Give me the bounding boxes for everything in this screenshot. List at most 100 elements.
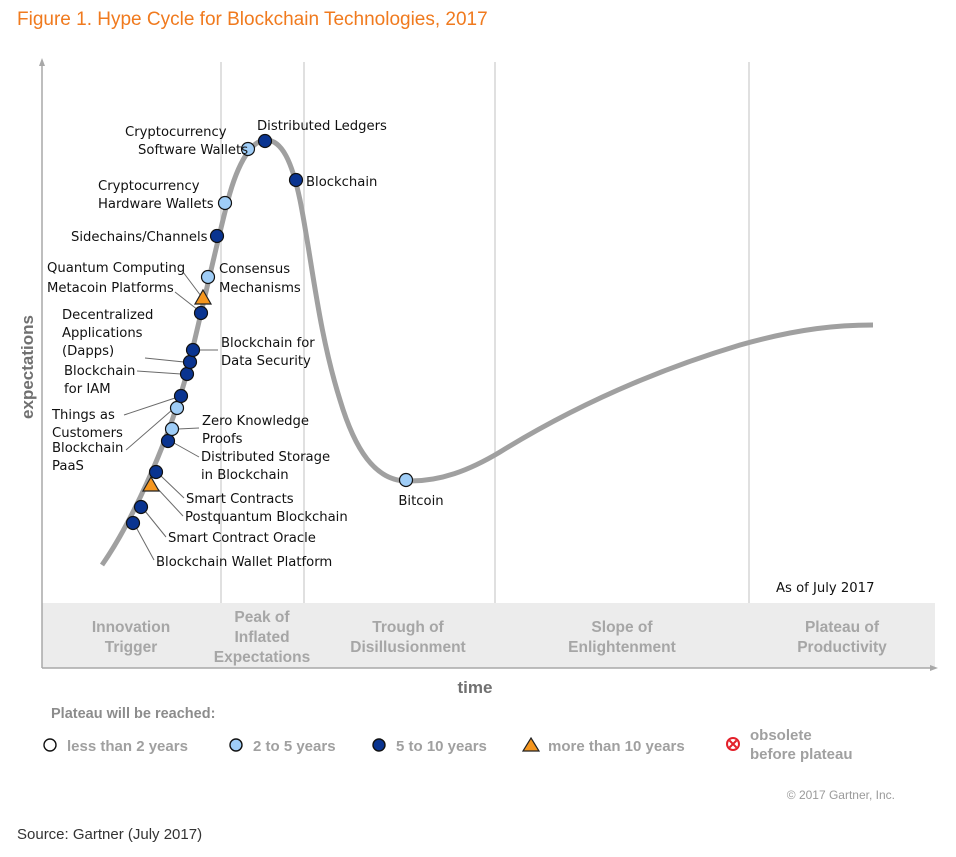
point-label-blockchain-for-iam: Blockchain (64, 364, 135, 379)
point-marker-sidechains-channels (209, 228, 225, 244)
hype-curve (99, 137, 874, 567)
legend-item-5-to-10-years: 5 to 10 years (372, 738, 487, 755)
point-label-distributed-storage-in-blockchain: Distributed Storage (201, 450, 330, 465)
leader-line-smart-contract-oracle (144, 510, 167, 538)
source-note: Source: Gartner (July 2017) (17, 826, 203, 843)
point-marker-cryptocurrency-software-wallets (240, 141, 256, 157)
x-axis-label: time (458, 678, 493, 697)
leader-line-decentralized-applications-dapps (144, 357, 185, 363)
phase-label-trough-of-disillusionment: Trough of (372, 619, 444, 636)
point-marker-metacoin-platforms (193, 305, 209, 321)
point-marker-bitcoin (398, 472, 414, 488)
y-axis-label: expectations (18, 315, 37, 419)
phase-label-innovation-trigger: Trigger (105, 639, 158, 656)
phase-label-innovation-trigger: Innovation (92, 619, 170, 636)
leader-line-zero-knowledge-proofs (177, 427, 200, 430)
point-label-consensus-mechanisms: Mechanisms (219, 281, 301, 296)
point-label-zero-knowledge-proofs: Proofs (202, 432, 243, 447)
triangle-orange-icon (521, 736, 541, 752)
point-marker-blockchain-for-data-security (185, 342, 201, 358)
legend-title: Plateau will be reached: (51, 706, 215, 722)
point-label-metacoin-platforms: Metacoin Platforms (47, 281, 174, 296)
phase-label-peak-of-inflated-expectations: Peak of (234, 609, 290, 626)
legend-label: more than 10 years (548, 738, 685, 755)
leader-line-blockchain-for-iam (136, 370, 182, 375)
point-label-consensus-mechanisms: Consensus (219, 262, 290, 277)
phase-label-slope-of-enlightenment: Enlightenment (568, 639, 676, 656)
as-of-label: As of July 2017 (776, 581, 874, 596)
point-marker-blockchain-for-iam (179, 366, 195, 382)
point-label-smart-contracts: Smart Contracts (186, 492, 294, 507)
point-marker-consensus-mechanisms (200, 269, 216, 285)
leader-line-quantum-computing (182, 271, 202, 297)
y-axis-arrow (39, 58, 45, 66)
phase-label-trough-of-disillusionment: Disillusionment (350, 639, 465, 656)
point-marker-things-as-customers (173, 388, 189, 404)
point-label-zero-knowledge-proofs: Zero Knowledge (202, 414, 309, 429)
point-label-blockchain-wallet-platform: Blockchain Wallet Platform (156, 555, 332, 570)
point-labels: Blockchain Wallet Platform Smart Contract… (47, 119, 444, 570)
point-label-postquantum-blockchain: Postquantum Blockchain (185, 510, 348, 525)
point-label-decentralized-applications-dapps: (Dapps) (62, 344, 114, 359)
point-marker-smart-contracts (148, 464, 164, 480)
x-axis-arrow (930, 665, 938, 671)
legend-label: less than 2 years (67, 738, 188, 755)
phase-labels: Innovation Trigger Peak of Inflated Expectat… (92, 609, 887, 666)
point-marker-cryptocurrency-hardware-wallets (217, 195, 233, 211)
point-label-cryptocurrency-software-wallets: Cryptocurrency (125, 125, 227, 140)
legend-item-2-to-5-years: 2 to 5 years (229, 738, 336, 755)
leader-line-metacoin-platforms (174, 291, 199, 311)
circle-white-icon (43, 738, 57, 752)
circle-light-blue-icon (229, 738, 243, 752)
point-label-decentralized-applications-dapps: Decentralized (62, 308, 153, 323)
data-points (125, 133, 414, 531)
phase-label-peak-of-inflated-expectations: Expectations (214, 649, 310, 666)
point-marker-decentralized-applications-dapps (182, 354, 198, 370)
phase-label-peak-of-inflated-expectations: Inflated (234, 629, 289, 646)
figure-title: Figure 1. Hype Cycle for Blockchain Tech… (17, 9, 488, 30)
point-label-decentralized-applications-dapps: Applications (62, 326, 143, 341)
phase-label-plateau-of-productivity: Productivity (797, 639, 887, 656)
point-label-cryptocurrency-hardware-wallets: Cryptocurrency (98, 179, 200, 194)
leader-line-postquantum-blockchain (156, 487, 184, 517)
legend-label: 5 to 10 years (396, 738, 487, 755)
point-label-blockchain-for-data-security: Data Security (221, 354, 311, 369)
point-label-blockchain-for-iam: for IAM (64, 382, 111, 397)
point-marker-postquantum-blockchain (141, 475, 161, 492)
leader-lines (123, 271, 218, 561)
point-marker-quantum-computing (193, 288, 213, 305)
phase-label-slope-of-enlightenment: Slope of (591, 619, 653, 636)
point-label-bitcoin: Bitcoin (398, 494, 443, 509)
leader-line-things-as-customers (123, 397, 176, 416)
point-label-cryptocurrency-hardware-wallets: Hardware Wallets (98, 197, 214, 212)
point-label-smart-contract-oracle: Smart Contract Oracle (168, 531, 316, 546)
point-label-sidechains-channels: Sidechains/Channels (71, 230, 208, 245)
phase-label-plateau-of-productivity: Plateau of (805, 619, 880, 636)
copyright: © 2017 Gartner, Inc. (787, 788, 895, 802)
point-label-distributed-storage-in-blockchain: in Blockchain (201, 468, 289, 483)
leader-line-smart-contracts (160, 475, 185, 499)
point-marker-blockchain-paas (169, 400, 185, 416)
point-label-cryptocurrency-software-wallets: Software Wallets (138, 143, 248, 158)
point-label-blockchain: Blockchain (306, 175, 377, 190)
legend-label: before plateau (750, 746, 853, 763)
point-marker-smart-contract-oracle (133, 499, 149, 515)
legend-item-less-than-2-years: less than 2 years (43, 738, 188, 755)
point-label-things-as-customers: Things as (51, 408, 115, 423)
point-marker-blockchain-wallet-platform (125, 515, 141, 531)
legend-item-obsolete-before-plateau: obsolete before plateau (726, 727, 853, 763)
legend-item-more-than-10-years: more than 10 years (521, 736, 685, 755)
point-label-blockchain-for-data-security: Blockchain for (221, 336, 315, 351)
point-label-quantum-computing: Quantum Computing (47, 261, 185, 276)
point-label-distributed-ledgers: Distributed Ledgers (257, 119, 387, 134)
point-marker-distributed-ledgers (257, 133, 273, 149)
circle-dark-blue-icon (372, 738, 386, 752)
point-label-blockchain-paas: PaaS (52, 459, 84, 474)
point-marker-blockchain (288, 172, 304, 188)
point-marker-zero-knowledge-proofs (164, 421, 180, 437)
leader-line-blockchain-paas (125, 409, 173, 451)
phase-dividers (220, 62, 750, 603)
point-marker-distributed-storage-in-blockchain (160, 433, 176, 449)
point-label-things-as-customers: Customers (52, 426, 123, 441)
